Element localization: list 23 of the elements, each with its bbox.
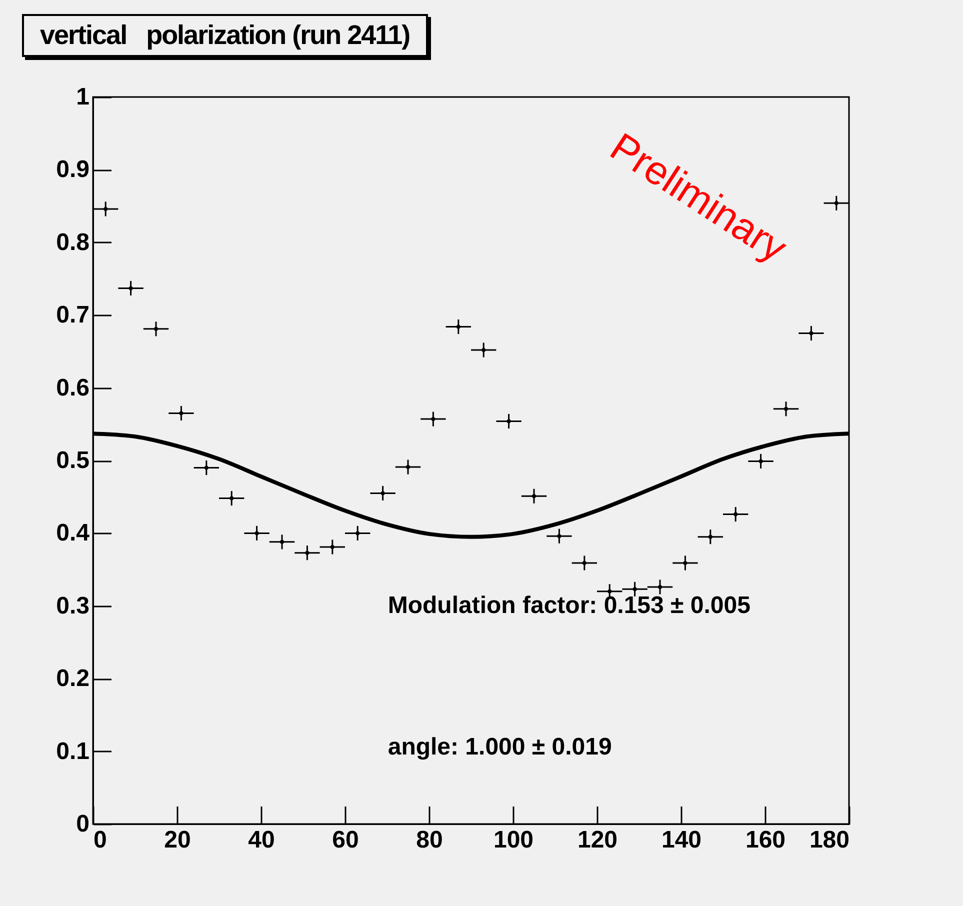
x-tick-label: 180	[809, 826, 850, 854]
x-tick-label: 20	[164, 826, 191, 854]
y-tick-label: 0.8	[56, 228, 90, 256]
x-tick-label: 0	[94, 826, 107, 854]
x-tick-label: 60	[332, 826, 359, 854]
y-tick-label: 0.5	[56, 447, 90, 474]
x-tick-label: 160	[745, 826, 786, 854]
x-tick-label: 80	[416, 826, 443, 854]
y-tick-label: 0.4	[56, 520, 90, 547]
annotation: Modulation factor: 0.153 ± 0.005	[388, 592, 750, 619]
y-tick-label: 0.9	[56, 156, 90, 184]
annotation: angle: 1.000 ± 0.019	[388, 734, 612, 761]
y-tick-label: 0.1	[56, 738, 90, 765]
x-tick-label: 100	[493, 826, 534, 854]
y-tick-label: 0.2	[56, 665, 90, 692]
y-tick-label: 0.3	[56, 592, 90, 620]
chart-title: vertical polarization (run 2411)	[22, 14, 428, 57]
x-tick-label: 140	[661, 826, 702, 854]
x-tick-label: 120	[577, 826, 618, 854]
y-tick-label: 1	[76, 84, 90, 110]
y-tick-label: 0.6	[56, 374, 90, 402]
x-tick-label: 40	[248, 826, 275, 854]
y-tick-label: 0.7	[56, 302, 90, 329]
